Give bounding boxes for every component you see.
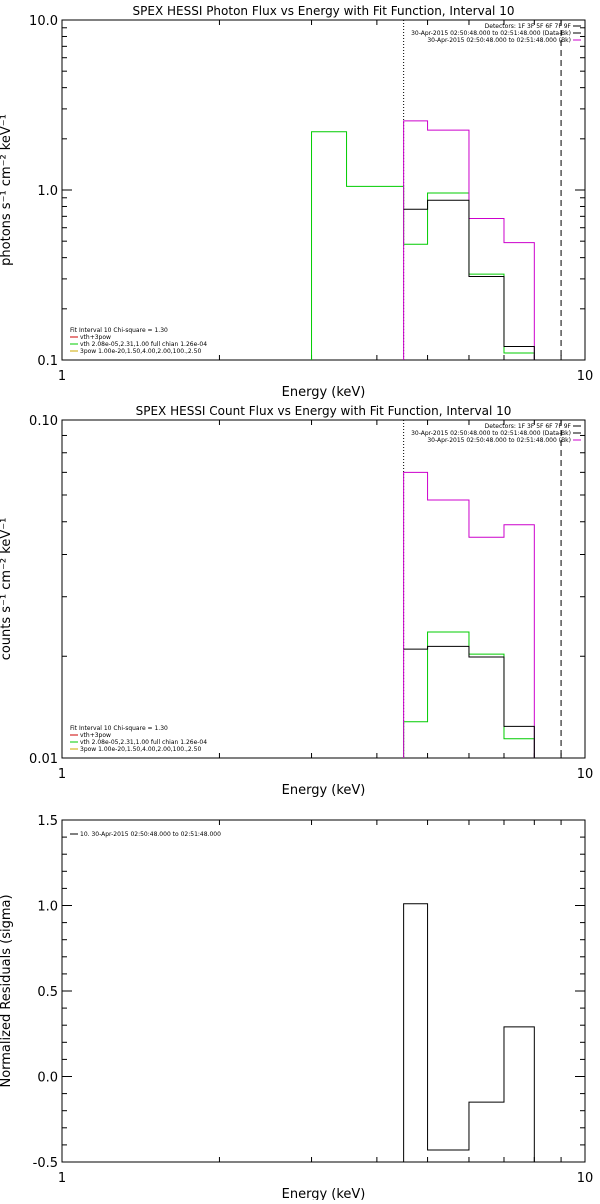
y-axis-label: Normalized Residuals (sigma) <box>0 894 14 1087</box>
y-tick-label: -0.5 <box>33 1156 58 1171</box>
data-series-3 <box>403 645 535 758</box>
data-series-2 <box>403 471 535 758</box>
x-tick-label: 10 <box>577 369 594 384</box>
chart-panel-3: 1 10 Energy (keV) -0.5 0.0 0.5 1.0 1.5 Normalize… <box>0 814 594 1202</box>
header-info-line: Detectors: 1F 3F 5F 6F 7F 9F <box>485 23 572 30</box>
legend-entry: 3pow 1.00e-20,1.50,4.00,2.00,100.,2.50 <box>80 746 201 753</box>
chart-title: SPEX HESSI Count Flux vs Energy with Fit… <box>136 404 512 418</box>
x-tick-label: 10 <box>577 767 594 782</box>
plot-frame <box>61 19 586 361</box>
y-tick-label: 0.10 <box>29 414 58 429</box>
y-tick-label: 0.0 <box>37 1071 58 1086</box>
header-info-line: 30-Apr-2015 02:50:48.000 to 02:51:48.000… <box>427 37 571 44</box>
legend-entry: Fit Interval 10 Chi-square = 1.30 <box>70 327 168 334</box>
y-tick-label: 1.0 <box>37 184 58 199</box>
x-tick-label: 1 <box>58 767 66 782</box>
legend-entry: vth+3pow <box>80 334 111 341</box>
header-info-line: 30-Apr-2015 02:50:48.000 to 02:51:48.000… <box>411 30 571 37</box>
header-info-line: Detectors: 1F 3F 5F 6F 7F 9F <box>485 423 572 430</box>
chart-title: SPEX HESSI Photon Flux vs Energy with Fi… <box>133 4 515 18</box>
y-tick-label: 0.1 <box>37 354 58 369</box>
y-tick-label: 10.0 <box>29 14 58 29</box>
data-series-3 <box>403 199 535 360</box>
legend-entry: 3pow 1.00e-20,1.50,4.00,2.00,100.,2.50 <box>80 348 201 355</box>
legend-entry: 10. 30-Apr-2015 02:50:48.000 to 02:51:48… <box>80 831 221 838</box>
chart-panel-2: SPEX HESSI Count Flux vs Energy with Fit… <box>0 404 593 798</box>
legend-entry: Fit Interval 10 Chi-square = 1.30 <box>70 725 168 732</box>
x-axis-label: Energy (keV) <box>282 385 366 400</box>
y-tick-label: 0.5 <box>37 985 58 1000</box>
y-axis-label: photons s⁻¹ cm⁻² keV⁻¹ <box>0 114 14 266</box>
x-axis-label: Energy (keV) <box>282 1187 366 1200</box>
chart-panel-1: SPEX HESSI Photon Flux vs Energy with Fi… <box>0 4 593 400</box>
header-info-line: 30-Apr-2015 02:50:48.000 to 02:51:48.000… <box>427 437 571 444</box>
plot-frame <box>61 419 586 759</box>
data-series-2 <box>403 120 535 360</box>
legend-entry: vth+3pow <box>80 732 111 739</box>
x-tick-label: 1 <box>58 369 66 384</box>
data-series-1 <box>403 631 535 758</box>
data-series-1 <box>311 131 535 360</box>
x-tick-label: 10 <box>577 1171 594 1186</box>
x-axis-label: Energy (keV) <box>282 783 366 798</box>
legend-entry: vth 2.08e-05,2.31,1.00 full chian 1.26e-… <box>80 341 207 348</box>
plot-frame <box>61 819 586 1163</box>
x-tick-label: 1 <box>58 1171 66 1186</box>
data-series-1 <box>403 903 535 1162</box>
header-info-line: 30-Apr-2015 02:50:48.000 to 02:51:48.000… <box>411 430 571 437</box>
y-tick-label: 1.5 <box>37 814 58 829</box>
y-tick-label: 0.01 <box>29 752 58 767</box>
y-tick-label: 1.0 <box>37 900 58 915</box>
legend-entry: vth 2.08e-05,2.31,1.00 full chian 1.26e-… <box>80 739 207 746</box>
y-axis-label: counts s⁻¹ cm⁻² keV⁻¹ <box>0 518 14 661</box>
